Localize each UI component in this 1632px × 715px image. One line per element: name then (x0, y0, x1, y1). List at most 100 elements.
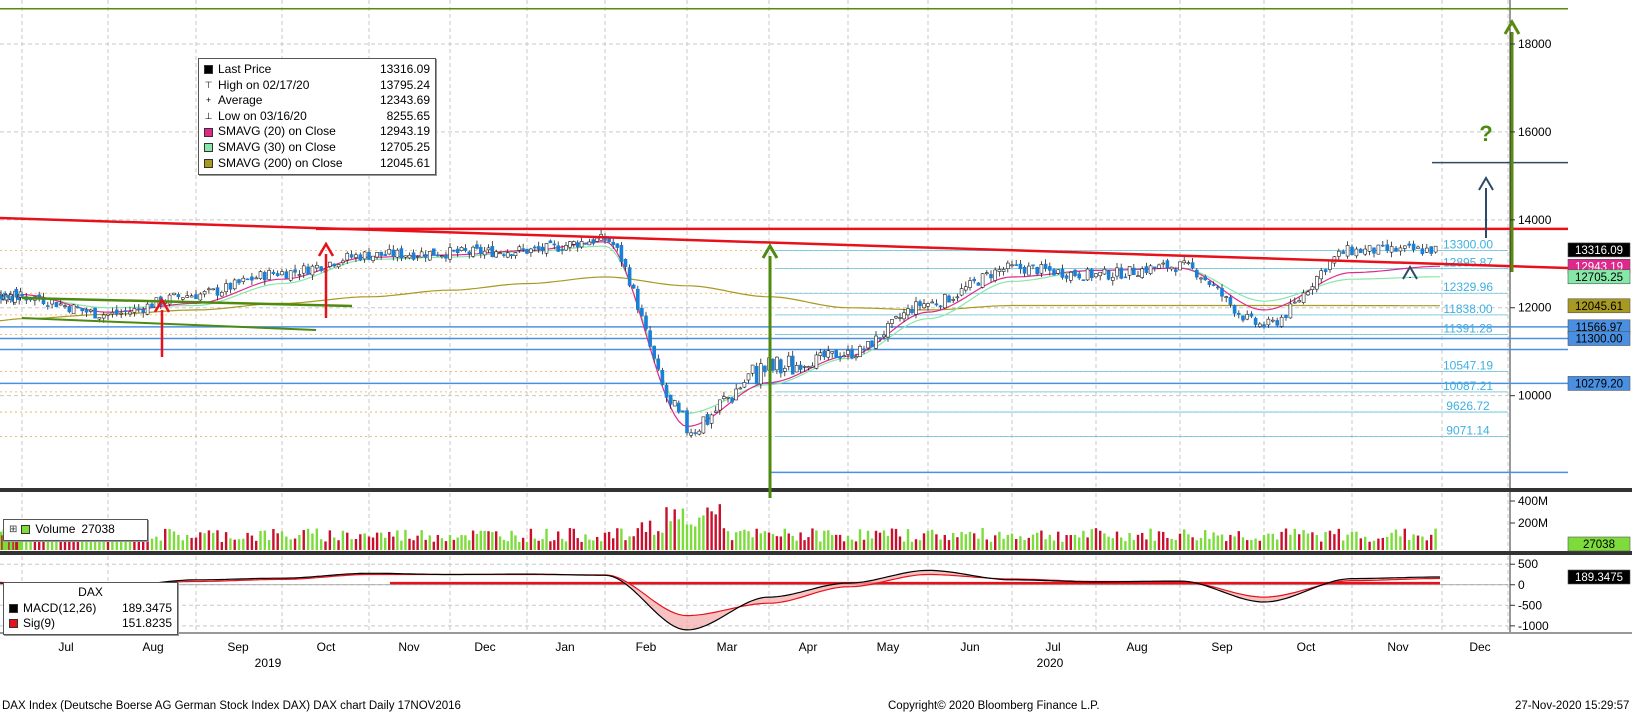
candle-body (132, 308, 137, 313)
volume-bar (456, 537, 459, 550)
macd-legend-value: 189.3475 (121, 600, 172, 615)
candle-body (181, 297, 185, 300)
candle-body (1350, 246, 1354, 255)
candle-body (93, 307, 97, 319)
volume-bar (333, 537, 336, 550)
volume-bar (1208, 538, 1211, 550)
volume-bar (702, 515, 705, 550)
candle-body (237, 279, 241, 284)
volume-bar (803, 540, 806, 550)
volume-bar (76, 538, 80, 550)
volume-bar (498, 536, 502, 550)
candle-body (232, 279, 237, 290)
volume-bar (375, 532, 379, 550)
volume-bar (1416, 535, 1420, 550)
candle-body (575, 242, 580, 248)
volume-bar (819, 541, 822, 550)
volume-bar (416, 535, 419, 550)
candle-body (790, 355, 795, 375)
candle-body (119, 312, 123, 315)
volume-value-label: 27038 (1583, 539, 1615, 551)
legend-row: ⊥ Low on 03/16/20 8255.65 (204, 109, 430, 125)
x-tick-label: Mar (717, 640, 738, 654)
square-icon (9, 619, 18, 629)
volume-bar (1216, 535, 1219, 550)
candle-body (794, 365, 799, 373)
candle-body (185, 295, 189, 298)
panel-separator (0, 551, 1632, 555)
legend-row: SMAVG (30) on Close 12705.25 (204, 140, 430, 156)
candle-body (676, 402, 681, 413)
expand-icon[interactable]: ⊞ (9, 524, 18, 535)
volume-bar (55, 533, 58, 550)
volume-bar (866, 530, 870, 550)
volume-bar (50, 531, 54, 550)
candle-body (80, 308, 84, 312)
volume-bar (1099, 530, 1102, 550)
volume-bar (16, 537, 19, 550)
candle-body (284, 271, 289, 279)
dark-arrow-head (1402, 265, 1418, 280)
candle-body (1271, 319, 1275, 322)
volume-bar (0, 531, 3, 550)
candle-body (644, 315, 648, 330)
volume-bar (1359, 538, 1362, 550)
volume-bar (1128, 532, 1131, 550)
volume-bar (1170, 538, 1173, 550)
fib-level-label: 9626.72 (1446, 399, 1490, 413)
candle-body (1203, 276, 1207, 281)
candle-body (494, 251, 499, 258)
candle-body (262, 272, 267, 281)
candle-body (746, 373, 751, 381)
macd-legend-label: MACD(12,26) (23, 600, 97, 615)
footer-copyright: Copyright© 2020 Bloomberg Finance L.P. (888, 700, 1100, 712)
volume-bar (1136, 534, 1140, 550)
candle-body (1056, 269, 1060, 274)
candle-body (672, 400, 677, 407)
volume-bar (1162, 531, 1165, 550)
volume-bar (396, 530, 399, 550)
candle-body (922, 303, 926, 309)
question-mark-annotation: ? (1479, 121, 1492, 146)
price-value-label: 13316.09 (1575, 245, 1623, 257)
volume-bar (371, 537, 375, 550)
candle-body (115, 309, 119, 315)
volume-bar (1048, 534, 1051, 550)
candle-body (89, 309, 93, 312)
volume-bar (640, 522, 644, 550)
candle-body (345, 252, 350, 261)
volume-bar (767, 532, 771, 550)
candle-body (1127, 266, 1132, 276)
volume-bar (229, 538, 232, 550)
candle-body (1182, 260, 1186, 264)
volume-bar (894, 528, 898, 550)
volume-bar (968, 531, 972, 550)
volume-bar (33, 533, 37, 550)
volume-bar (592, 540, 595, 550)
candle-body (1157, 264, 1161, 269)
candle-body (128, 311, 132, 315)
candle-body (822, 350, 827, 358)
legend-value: 12343.69 (379, 93, 430, 108)
volume-bar (529, 528, 533, 550)
candle-body (571, 241, 576, 245)
volume-bar (1408, 539, 1411, 550)
volume-bar (212, 532, 215, 550)
candle-body (536, 246, 541, 250)
candle-body (1069, 271, 1073, 281)
candle-body (607, 238, 611, 243)
candle-body (419, 251, 424, 258)
price-value-label-bg (1567, 331, 1631, 346)
volume-bar (289, 539, 292, 550)
volume-bar (11, 538, 14, 550)
volume-bar (495, 531, 498, 550)
candle-body (810, 365, 815, 368)
price-value-label: 12045.61 (1575, 301, 1623, 313)
volume-bar (739, 531, 742, 550)
volume-bar (346, 532, 349, 550)
volume-bar (628, 536, 631, 550)
volume-bar (795, 540, 798, 550)
candle-body (198, 293, 203, 301)
candle-body (591, 239, 596, 244)
volume-bar (514, 535, 517, 550)
